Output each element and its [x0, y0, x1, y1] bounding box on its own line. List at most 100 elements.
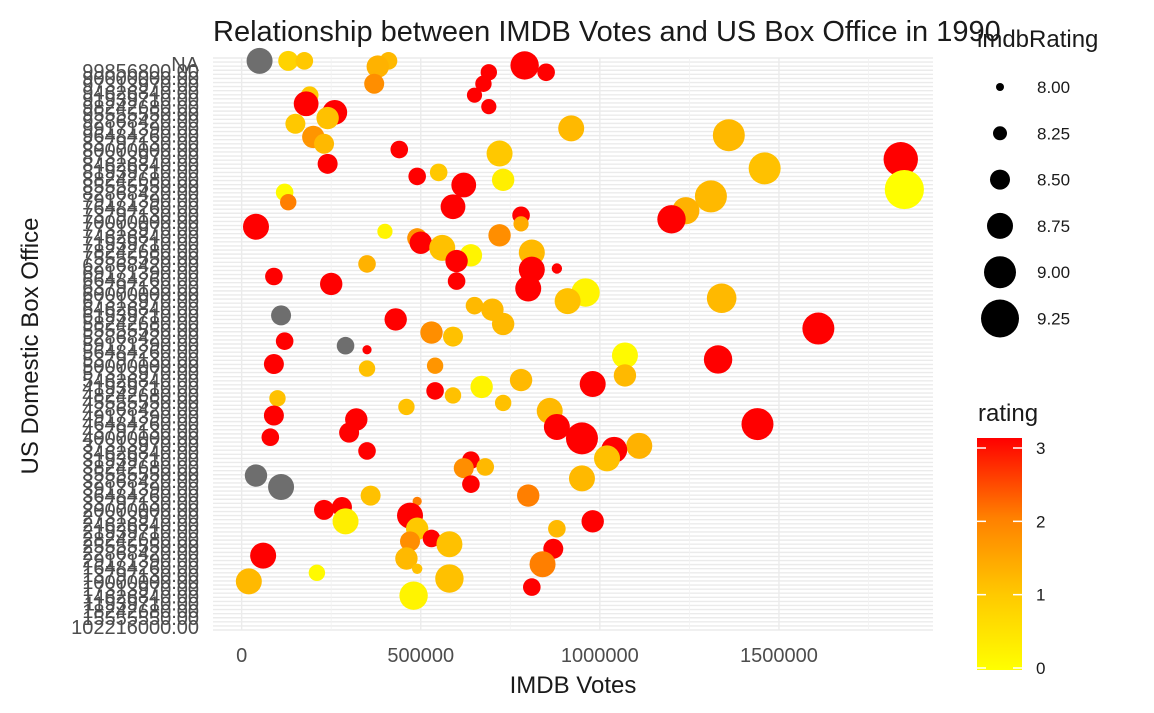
y-tick-label: 55555550.00 [82, 320, 199, 342]
data-point [513, 216, 529, 232]
y-tick-label: 13797130.00 [82, 565, 199, 587]
data-point [366, 55, 389, 78]
y-tick-label: 50000000.00 [82, 356, 199, 378]
y-tick-label: 28242680.00 [82, 529, 199, 551]
data-point [440, 194, 466, 220]
data-point [362, 345, 372, 355]
y-tick-label: 17313970.00 [82, 579, 199, 601]
data-point [476, 458, 495, 476]
data-point [491, 168, 515, 192]
y-tick-label: 90000000.00 [82, 68, 199, 90]
x-tick-label: 1500000 [740, 645, 818, 667]
data-point [568, 465, 595, 492]
y-tick-label: 22868420.00 [82, 543, 199, 565]
y-tick-label: 16484260.00 [82, 558, 199, 580]
data-point [548, 519, 566, 538]
y-tick-label: 33797130.00 [82, 493, 199, 515]
y-tick-label: 11939710.00 [84, 594, 199, 616]
y-axis-ticks: NA99856800.0090000000.0097313970.0094626… [71, 54, 200, 639]
data-point [364, 73, 385, 94]
data-point [246, 47, 273, 74]
color-legend-label: 0 [1036, 659, 1045, 678]
y-tick-label: 99856800.00 [82, 61, 199, 83]
y-tick-label: 92868420.00 [82, 111, 199, 133]
y-tick-label: 66484260.00 [82, 270, 199, 292]
data-point [242, 213, 269, 240]
y-tick-label: 62868420.00 [82, 255, 199, 277]
y-tick-label: 85555550.00 [82, 176, 199, 198]
y-tick-label: 74626840.00 [82, 226, 199, 248]
y-tick-label: 24626840.00 [82, 514, 199, 536]
data-point [265, 267, 283, 286]
size-legend-label: 8.50 [1037, 171, 1070, 190]
color-legend: rating 3 2 1 0 [977, 400, 1045, 678]
data-point [613, 364, 637, 387]
y-tick-label: 73797130.00 [82, 205, 199, 227]
data-point [400, 531, 421, 552]
y-tick-label: 97313970.00 [82, 75, 199, 97]
data-point [510, 51, 539, 80]
data-point [332, 508, 359, 535]
size-legend-label: 9.25 [1037, 310, 1070, 329]
y-tick-label: 14626840.00 [82, 586, 199, 608]
y-tick-label: 36484260.00 [82, 486, 199, 508]
data-point [529, 551, 556, 578]
data-point [453, 458, 474, 479]
y-tick-label: 91939710.00 [82, 90, 199, 112]
y-tick-label: 94626840.00 [82, 82, 199, 104]
data-point [657, 205, 686, 234]
data-point [444, 387, 462, 404]
y-tick-label: 77313970.00 [82, 219, 199, 241]
y-tick-label: 25555550.00 [82, 536, 199, 558]
data-point [443, 326, 463, 347]
y-tick-label: 45555550.00 [82, 392, 199, 414]
data-point [509, 368, 533, 392]
data-point [426, 357, 444, 374]
y-tick-label: 42868420.00 [82, 399, 199, 421]
data-point [537, 63, 555, 82]
y-tick-label: 20000000.00 [82, 500, 199, 522]
y-tick-label: 87313970.00 [82, 147, 199, 169]
data-point [308, 564, 326, 581]
data-point [491, 312, 515, 336]
y-tick-label: 80000000.00 [82, 140, 199, 162]
data-point [358, 442, 376, 460]
data-point [235, 568, 262, 595]
data-point [269, 390, 286, 407]
data-point [435, 564, 464, 593]
data-point [451, 172, 477, 198]
y-tick-label: 18242680.00 [82, 601, 199, 623]
y-tick-label: 31939710.00 [82, 450, 199, 472]
data-point [517, 484, 540, 507]
data-point [465, 296, 484, 315]
data-point [475, 75, 492, 92]
x-tick-label: 0 [236, 645, 247, 667]
y-tick-label: 81939710.00 [82, 162, 199, 184]
y-tick-label: 27313970.00 [82, 507, 199, 529]
data-point [523, 578, 541, 596]
data-point [384, 308, 407, 331]
data-point [694, 180, 727, 213]
data-point [395, 547, 418, 570]
data-point [420, 321, 443, 344]
color-legend-title: rating [978, 400, 1038, 427]
data-point [594, 445, 621, 472]
data-point [486, 140, 513, 167]
data-point [741, 408, 774, 441]
data-point [565, 422, 598, 455]
data-point [316, 106, 339, 130]
data-point [466, 87, 483, 103]
y-tick-label: 34626840.00 [82, 442, 199, 464]
data-point [551, 263, 563, 274]
color-legend-label: 2 [1036, 512, 1045, 531]
data-point [250, 542, 277, 569]
size-legend-key [987, 212, 1013, 239]
y-tick-label: 46484260.00 [82, 414, 199, 436]
y-tick-label: 43797130.00 [82, 421, 199, 443]
data-point [268, 474, 295, 500]
y-tick-label: 75555550.00 [82, 248, 199, 270]
data-point [411, 563, 423, 574]
data-point [398, 398, 415, 416]
y-tick-label: 49171390.00 [82, 406, 199, 428]
data-point [703, 345, 733, 374]
